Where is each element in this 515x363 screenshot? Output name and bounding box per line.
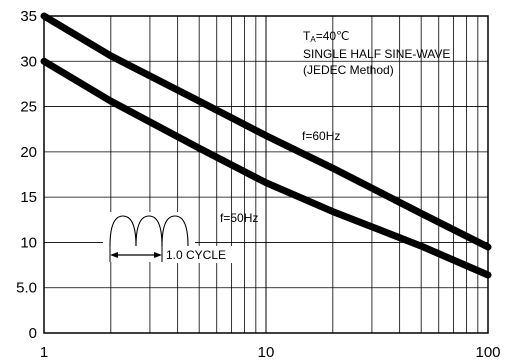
cycle-label: 1.0 CYCLE — [166, 248, 226, 262]
x-tick-label: 10 — [258, 344, 275, 361]
temperature-condition: TA=40℃ — [303, 29, 350, 44]
y-tick-label: 0 — [29, 325, 37, 342]
y-tick-label: 10 — [20, 234, 37, 251]
chart-grid — [44, 16, 488, 333]
waveform-condition: SINGLE HALF SINE-WAVE — [303, 47, 450, 61]
condition-annotation: TA=40℃ SINGLE HALF SINE-WAVE (JEDEC Meth… — [303, 29, 450, 77]
y-tick-label: 35 — [20, 8, 37, 25]
y-tick-label: 15 — [20, 189, 37, 206]
y-tick-label: 5.0 — [16, 280, 37, 297]
series-label-50hz: f=50Hz — [220, 211, 258, 225]
method-condition: (JEDEC Method) — [303, 63, 394, 77]
y-axis-ticks: 0 5.0 10 15 20 25 30 35 — [16, 8, 37, 342]
y-tick-label: 30 — [20, 53, 37, 70]
series-label-60hz: f=60Hz — [302, 129, 340, 143]
x-axis-ticks: 1 10 100 — [40, 344, 501, 361]
x-tick-label: 1 — [40, 344, 48, 361]
x-tick-label: 100 — [475, 344, 500, 361]
y-tick-label: 20 — [20, 144, 37, 161]
y-tick-label: 25 — [20, 99, 37, 116]
